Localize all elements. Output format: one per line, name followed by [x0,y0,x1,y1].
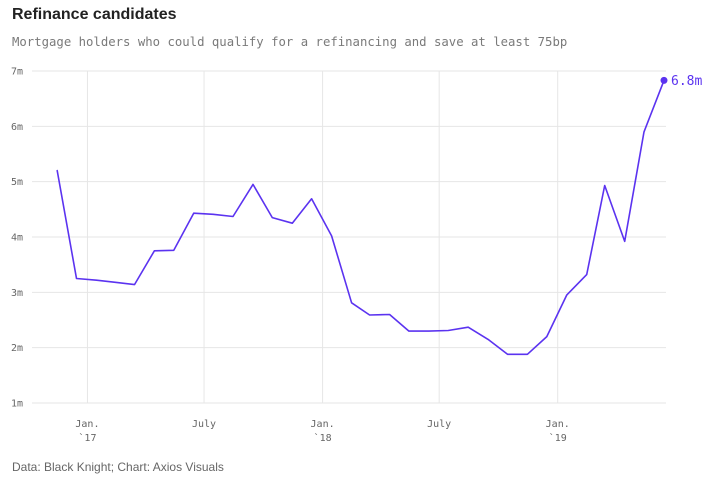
x-tick-year-label: `18 [314,432,332,444]
x-tick-label: Jan. [75,419,99,430]
x-tick-label: July [192,419,216,430]
x-tick-label: Jan. [546,419,570,430]
y-tick-label: 6m [11,122,23,133]
y-tick-label: 1m [11,399,23,410]
axis-ticks: 1m 2m 3m 4m 5m 6m 7m Jan. `17 July Jan. `18 July Jan.… [11,67,570,445]
end-value-label: 6.8m [671,74,702,89]
x-tick-label: Jan. [311,419,335,430]
y-tick-label: 4m [11,233,23,244]
y-tick-label: 5m [11,177,23,188]
series-layer: 6.8m [56,74,702,356]
x-tick-label: July [427,419,451,430]
series-line [56,79,665,356]
end-point-marker [660,76,668,84]
chart-title: Refinance candidates [12,6,177,23]
y-tick-label: 2m [11,343,23,354]
y-tick-label: 3m [11,288,23,299]
x-tick-year-label: `19 [549,432,567,444]
y-tick-label: 7m [11,67,23,78]
source-note: Data: Black Knight; Chart: Axios Visuals [12,460,224,474]
chart-subtitle: Mortgage holders who could qualify for a… [12,35,568,49]
gridlines [32,70,666,404]
x-tick-year-label: `17 [78,432,96,444]
